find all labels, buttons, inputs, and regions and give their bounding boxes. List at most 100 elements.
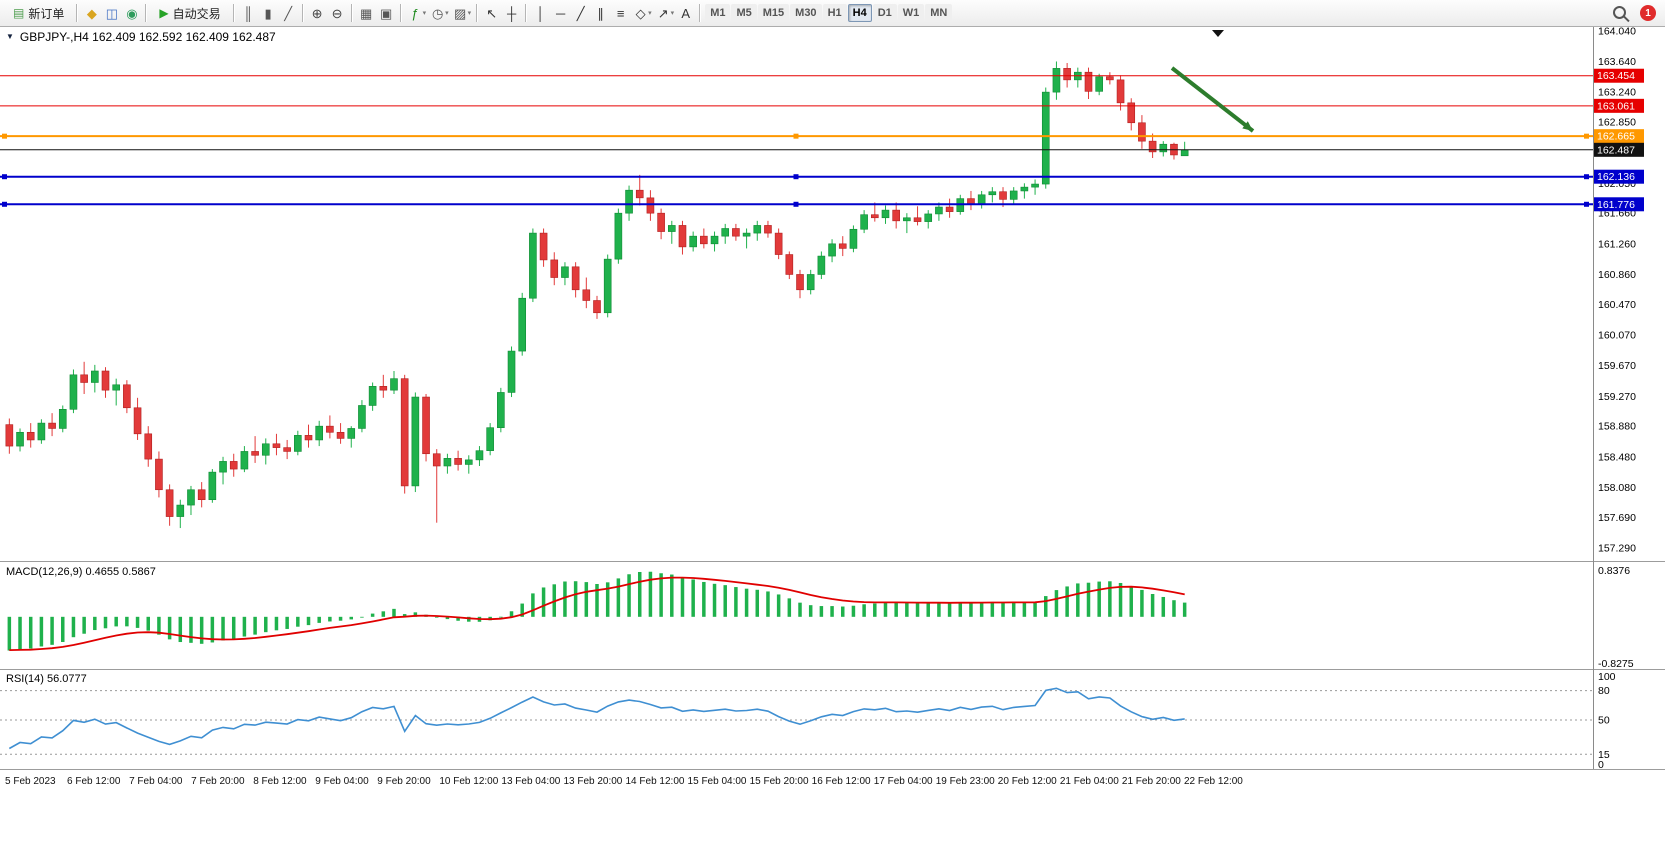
timeframe-w1[interactable]: W1 [897, 4, 925, 22]
shapes-tool-icon[interactable]: ◇ [635, 5, 646, 21]
timeframe-m30[interactable]: M30 [790, 4, 822, 22]
candle [251, 451, 259, 456]
horizontal-line-tool-icon[interactable]: ─ [556, 5, 566, 21]
hline-handle[interactable] [793, 174, 799, 180]
periods-icon-caret[interactable]: ▾ [445, 10, 449, 17]
candle [294, 435, 302, 452]
vertical-line-tool-icon[interactable]: │ [536, 5, 545, 21]
macd-bar [61, 616, 65, 642]
candle [112, 384, 120, 391]
candle [272, 443, 281, 448]
macd-bar [1150, 594, 1155, 617]
candle [806, 274, 815, 291]
macd-label: MACD(12,26,9) 0.4655 0.5867 [6, 566, 156, 578]
price-axis-label: 157.290 [1598, 542, 1636, 554]
text-tool-icon[interactable]: A [681, 5, 691, 21]
zoom-out-icon[interactable]: ⊖ [331, 5, 343, 21]
periods-icon[interactable]: ◷ [431, 5, 444, 21]
candle [1148, 140, 1157, 153]
templates-icon[interactable]: ▨ [453, 5, 467, 21]
crosshair-icon[interactable]: ┼ [507, 5, 517, 21]
macd-bar [755, 589, 760, 617]
rsi-line [8, 687, 1185, 750]
candle [828, 243, 836, 257]
macd-bar [199, 616, 204, 644]
timeframe-mn[interactable]: MN [925, 4, 953, 22]
macd-bar [541, 587, 546, 617]
cursor-icon[interactable]: ↖ [486, 5, 498, 21]
quick-trade-toggle-icon[interactable]: ▼ [6, 32, 14, 41]
navigator-icon[interactable]: ◉ [126, 5, 138, 21]
candle [197, 489, 206, 501]
trend-arrow-annotation[interactable] [1170, 66, 1255, 133]
data-window-icon[interactable]: ◫ [105, 5, 118, 21]
zoom-in-icon[interactable]: ⊕ [311, 5, 323, 21]
hline-handle[interactable] [2, 133, 7, 139]
arrows-tool-icon-caret[interactable]: ▾ [670, 10, 675, 17]
hline-handle[interactable] [1584, 174, 1589, 180]
indicators-icon-caret[interactable]: ▾ [422, 10, 427, 17]
market-watch-icon[interactable]: ◆ [86, 5, 97, 21]
timeframe-h4[interactable]: H4 [847, 4, 872, 22]
autotrade-button[interactable]: ▶ 自动交易 [151, 2, 228, 25]
templates-icon-caret[interactable]: ▾ [467, 10, 472, 17]
candle [721, 228, 730, 237]
timeframe-m15[interactable]: M15 [757, 4, 790, 22]
candle [69, 374, 78, 410]
hline-handle[interactable] [2, 201, 7, 207]
hline-handle[interactable] [1584, 201, 1589, 207]
price-badge-label: 162.487 [1597, 144, 1635, 156]
channel-tool-icon[interactable]: ∥ [597, 5, 604, 21]
candle [732, 228, 740, 237]
candlestick-type-icon[interactable]: ▮ [264, 5, 272, 21]
new-order-icon: ▤ [13, 6, 25, 20]
notification-badge[interactable]: 1 [1640, 5, 1656, 21]
macd-bar [1129, 585, 1133, 617]
bar-chart-type-icon[interactable]: ║ [243, 5, 253, 21]
macd-bar [285, 616, 289, 629]
price-axis-label: 162.850 [1598, 117, 1636, 129]
candle [817, 255, 826, 275]
candle [400, 378, 409, 487]
macd-bar [947, 603, 952, 617]
time-axis-label: 13 Feb 20:00 [563, 776, 622, 787]
hline-handle[interactable] [1584, 133, 1589, 139]
cascade-windows-icon[interactable]: ▣ [379, 5, 393, 21]
price-axis-label: 164.040 [1598, 27, 1636, 37]
tile-windows-icon[interactable]: ▦ [359, 5, 373, 21]
toolbar-separator [525, 4, 528, 22]
timeframe-h1[interactable]: H1 [822, 4, 847, 22]
trendline-tool-icon[interactable]: ╱ [576, 5, 585, 21]
candle [785, 254, 794, 275]
macd-bar [637, 571, 642, 617]
timeframe-d1[interactable]: D1 [872, 4, 897, 22]
toolbar-separator [301, 4, 304, 22]
indicators-icon[interactable]: ƒ [411, 5, 419, 21]
chart-canvas[interactable]: 164.040163.640163.240162.850162.450162.0… [0, 27, 1665, 793]
timeframe-m5[interactable]: M5 [731, 4, 757, 22]
timeframe-m1[interactable]: M1 [705, 4, 731, 22]
hline-handle[interactable] [793, 201, 799, 207]
candle [1009, 190, 1018, 200]
price-badge-162.136 [1594, 169, 1644, 184]
macd-bar [883, 602, 888, 617]
scroll-anchor-icon[interactable] [1212, 30, 1224, 37]
line-chart-type-icon[interactable]: ╱ [284, 5, 293, 21]
candle [208, 471, 217, 501]
macd-bar [627, 574, 631, 617]
shapes-tool-icon-caret[interactable]: ▾ [648, 10, 652, 17]
macd-bar [1011, 602, 1016, 617]
arrows-tool-icon[interactable]: ↗ [657, 5, 669, 21]
candle [774, 232, 783, 255]
new-order-button[interactable]: ▤ 新订单 [5, 2, 72, 25]
candle [1020, 186, 1029, 192]
time-axis-label: 8 Feb 12:00 [253, 776, 307, 787]
fibonacci-tool-icon[interactable]: ≡ [616, 5, 625, 21]
time-axis-label: 15 Feb 04:00 [688, 776, 747, 787]
candle [336, 431, 345, 439]
search-icon[interactable] [1613, 5, 1626, 19]
candle [796, 274, 804, 291]
hline-handle[interactable] [2, 174, 7, 180]
price-axis-label: 158.880 [1598, 421, 1636, 433]
hline-handle[interactable] [793, 133, 799, 139]
